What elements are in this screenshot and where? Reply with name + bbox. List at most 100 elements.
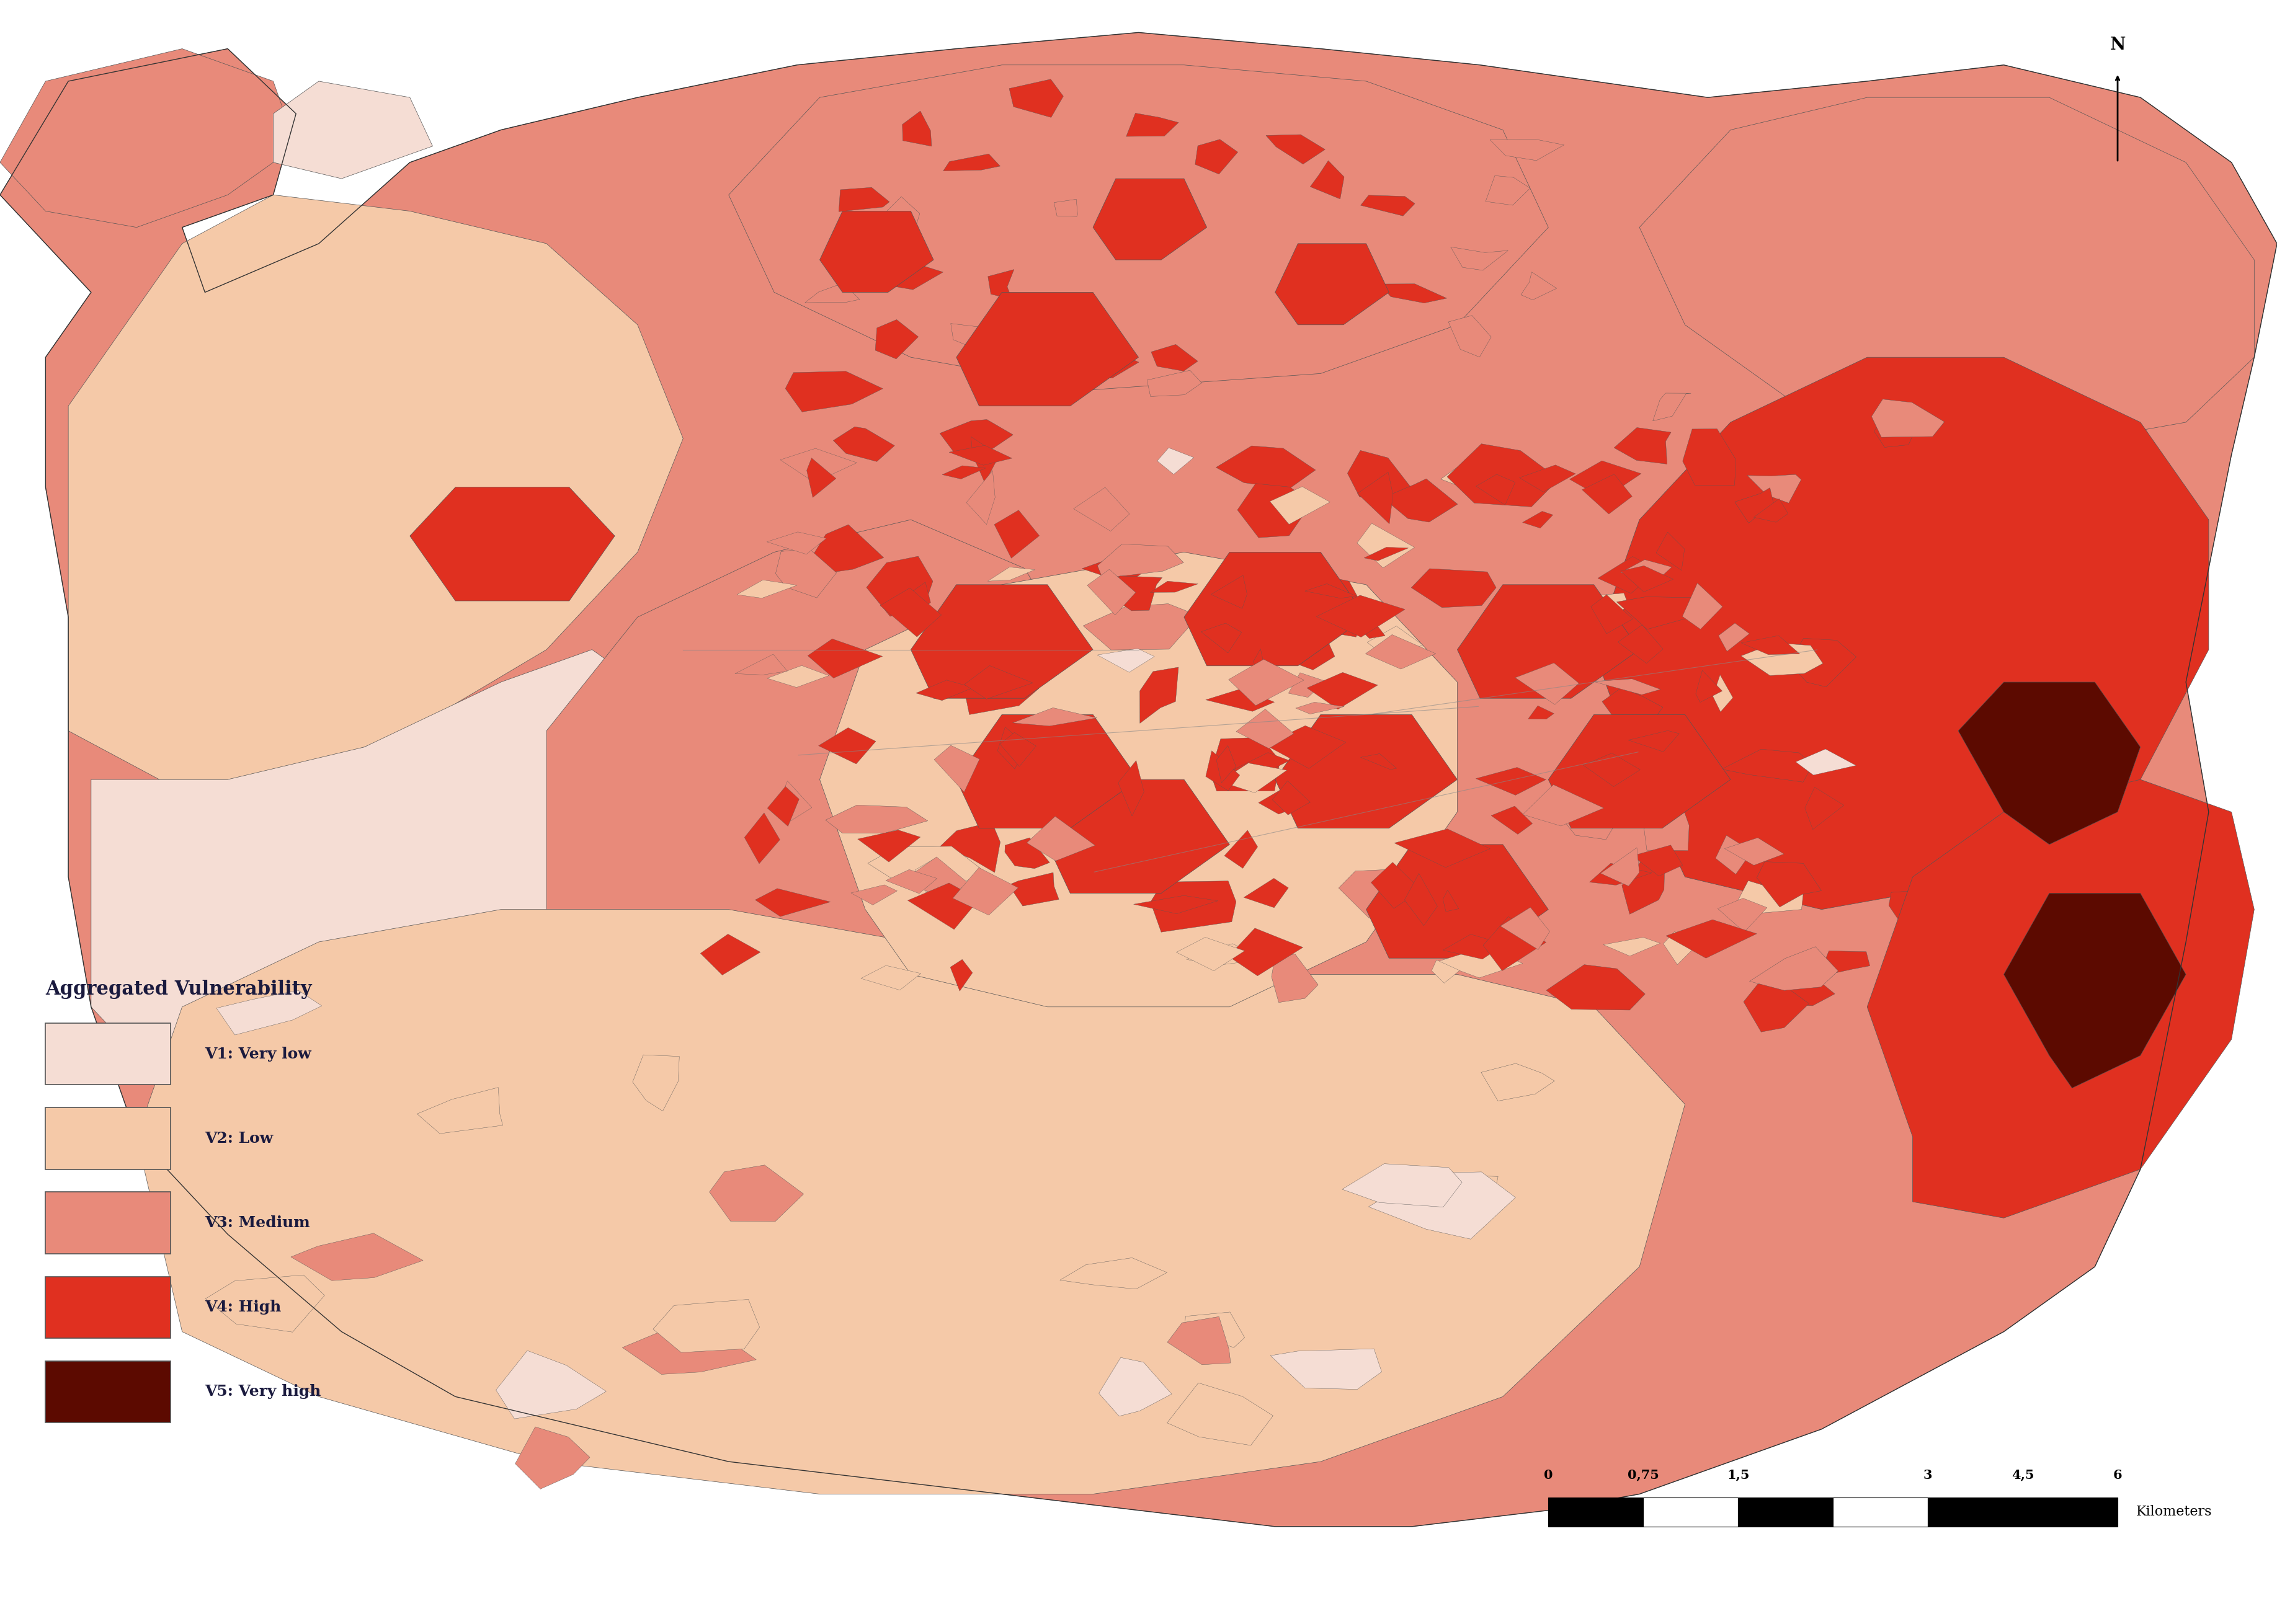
Polygon shape: [943, 466, 986, 479]
Text: 0,75: 0,75: [1628, 1468, 1660, 1481]
Polygon shape: [1271, 953, 1318, 1002]
Polygon shape: [1662, 932, 1692, 965]
Polygon shape: [874, 320, 918, 359]
Polygon shape: [767, 786, 799, 827]
Polygon shape: [1255, 622, 1334, 671]
Text: 0: 0: [1544, 1468, 1553, 1481]
Polygon shape: [963, 666, 1034, 698]
Polygon shape: [1289, 672, 1325, 697]
Polygon shape: [1567, 794, 1617, 840]
Bar: [1929, 1497, 2022, 1527]
Polygon shape: [1059, 1259, 1168, 1289]
Polygon shape: [1086, 570, 1136, 615]
Polygon shape: [943, 154, 1000, 171]
Polygon shape: [1546, 965, 1644, 1010]
Polygon shape: [1339, 869, 1425, 918]
Polygon shape: [273, 81, 433, 179]
Text: V4: High: V4: High: [205, 1299, 282, 1315]
Polygon shape: [1339, 247, 1359, 273]
Polygon shape: [1491, 806, 1532, 835]
Polygon shape: [1264, 726, 1346, 768]
Polygon shape: [1107, 577, 1161, 611]
Polygon shape: [1341, 1164, 1462, 1207]
Polygon shape: [886, 869, 938, 893]
Polygon shape: [1000, 732, 1036, 767]
Polygon shape: [1380, 284, 1446, 304]
Polygon shape: [1735, 487, 1774, 523]
Polygon shape: [0, 49, 296, 227]
Polygon shape: [934, 745, 979, 793]
Polygon shape: [1364, 625, 1384, 638]
Polygon shape: [1419, 844, 1489, 888]
Polygon shape: [1589, 864, 1651, 885]
Polygon shape: [710, 1164, 804, 1221]
Polygon shape: [1742, 635, 1799, 654]
Polygon shape: [1475, 474, 1514, 505]
Polygon shape: [1082, 354, 1138, 378]
Polygon shape: [767, 666, 829, 687]
Polygon shape: [1603, 937, 1660, 957]
Polygon shape: [1412, 568, 1496, 607]
Polygon shape: [1719, 624, 1749, 651]
Polygon shape: [1756, 862, 1822, 908]
Polygon shape: [1252, 650, 1264, 671]
Polygon shape: [1312, 573, 1366, 637]
Polygon shape: [988, 270, 1013, 299]
Polygon shape: [970, 437, 1000, 482]
Polygon shape: [1744, 983, 1808, 1031]
Polygon shape: [1296, 702, 1343, 715]
Polygon shape: [1753, 499, 1787, 523]
Polygon shape: [1521, 273, 1557, 300]
Polygon shape: [952, 867, 1018, 916]
Polygon shape: [1220, 763, 1287, 793]
Polygon shape: [0, 32, 2277, 1527]
Polygon shape: [820, 211, 934, 292]
Polygon shape: [1127, 114, 1179, 136]
Polygon shape: [868, 557, 934, 617]
Bar: [1548, 1497, 1644, 1527]
Polygon shape: [858, 830, 920, 862]
Polygon shape: [1405, 874, 1437, 926]
Polygon shape: [940, 822, 1000, 872]
Polygon shape: [988, 567, 1034, 581]
Polygon shape: [1482, 916, 1546, 971]
Polygon shape: [1619, 625, 1662, 663]
Text: 3: 3: [1924, 1468, 1933, 1481]
Polygon shape: [1266, 135, 1325, 164]
Polygon shape: [1364, 547, 1409, 560]
Polygon shape: [1724, 838, 1783, 866]
Polygon shape: [1305, 583, 1357, 598]
Polygon shape: [1735, 880, 1803, 914]
Polygon shape: [808, 638, 883, 679]
Polygon shape: [1050, 323, 1109, 356]
Polygon shape: [1683, 583, 1721, 628]
Polygon shape: [1084, 604, 1200, 650]
Polygon shape: [1020, 343, 1047, 365]
Polygon shape: [1230, 593, 1293, 632]
Polygon shape: [1366, 635, 1437, 669]
Polygon shape: [997, 728, 1027, 770]
Polygon shape: [1236, 710, 1293, 749]
Polygon shape: [701, 934, 761, 974]
Polygon shape: [1357, 523, 1414, 568]
Polygon shape: [1603, 687, 1662, 724]
Polygon shape: [1437, 947, 1523, 978]
Polygon shape: [729, 65, 1548, 390]
Polygon shape: [1717, 898, 1767, 932]
Polygon shape: [1696, 671, 1721, 702]
Polygon shape: [956, 715, 1138, 828]
Polygon shape: [633, 1056, 679, 1111]
Polygon shape: [1583, 754, 1639, 786]
Polygon shape: [1872, 400, 1945, 437]
Polygon shape: [1683, 429, 1735, 486]
Polygon shape: [1357, 473, 1394, 525]
Polygon shape: [1715, 835, 1751, 874]
Polygon shape: [1594, 357, 2209, 909]
Polygon shape: [91, 650, 729, 1104]
Polygon shape: [1216, 447, 1316, 489]
Polygon shape: [1480, 1064, 1555, 1101]
Polygon shape: [1148, 370, 1202, 396]
Polygon shape: [1362, 195, 1414, 216]
Polygon shape: [833, 427, 895, 461]
Polygon shape: [1548, 715, 1731, 828]
